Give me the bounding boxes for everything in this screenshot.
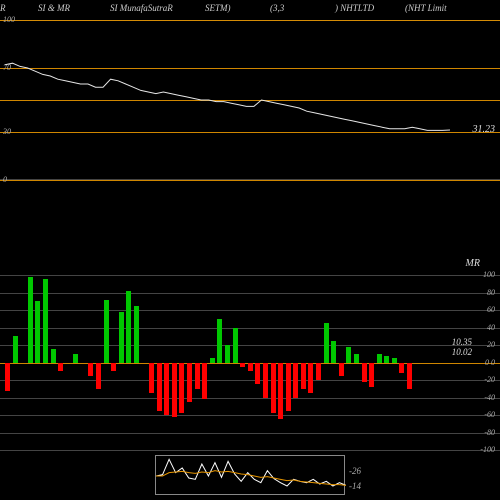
mr-bar — [96, 363, 101, 389]
axis-tick-label: -60 — [484, 410, 495, 419]
axis-tick-label: 80 — [487, 288, 495, 297]
mr-value-label: 10.35 — [452, 337, 472, 347]
gridline — [0, 180, 500, 181]
mini-label: -26 — [349, 466, 361, 476]
mr-bar — [164, 363, 169, 416]
gridline — [0, 398, 500, 399]
mr-bar — [377, 354, 382, 363]
header-item: (3,3 — [270, 3, 284, 13]
mr-bar — [35, 301, 40, 362]
mr-bar — [331, 341, 336, 363]
mr-bar — [119, 312, 124, 363]
mr-bar — [172, 363, 177, 417]
mr-bar — [240, 363, 245, 367]
mr-bar — [149, 363, 154, 394]
mr-bar — [28, 277, 33, 363]
mr-bar — [293, 363, 298, 398]
mr-bar — [88, 363, 93, 376]
mr-bar — [346, 347, 351, 363]
rsi-current-value: 31.23 — [473, 124, 496, 135]
mr-bar — [248, 363, 253, 372]
mr-bar — [384, 356, 389, 363]
gridline — [0, 328, 500, 329]
header-item: ) NHTLTD — [335, 3, 374, 13]
mr-bar — [210, 358, 215, 362]
mr-bar — [225, 345, 230, 363]
mr-bar — [157, 363, 162, 411]
mr-value-label: 10.02 — [452, 347, 472, 357]
gridline — [0, 450, 500, 451]
header-item: (NHT Limit — [405, 3, 447, 13]
mr-bar — [369, 363, 374, 388]
mini-oscillator: -26-14 — [155, 455, 345, 495]
axis-tick-label: 60 — [487, 305, 495, 314]
gridline — [0, 415, 500, 416]
mr-bar — [5, 363, 10, 391]
mr-bar — [134, 306, 139, 363]
mr-bar — [217, 319, 222, 363]
mr-label: MR — [466, 258, 480, 269]
mr-bar — [255, 363, 260, 385]
mr-bar — [362, 363, 367, 382]
mr-bar — [278, 363, 283, 420]
mr-bar — [43, 279, 48, 362]
mr-bar — [316, 363, 321, 381]
mini-label: -14 — [349, 481, 361, 491]
mr-bar — [51, 349, 56, 362]
gridline — [0, 275, 500, 276]
mr-bar — [202, 363, 207, 400]
axis-tick-label: 20 — [487, 340, 495, 349]
mr-bar — [233, 328, 238, 363]
axis-tick-label: 100 — [483, 270, 495, 279]
rsi-line-chart: 1007030031.23 — [0, 20, 500, 180]
header-item: R — [0, 3, 6, 13]
mr-bar — [392, 358, 397, 362]
axis-tick-label: -100 — [480, 445, 495, 454]
axis-tick-label: -80 — [484, 428, 495, 437]
mr-bar — [271, 363, 276, 414]
mr-bar — [286, 363, 291, 411]
mr-bar-chart: 100806040200 0-20-40-60-80-10010.3510.02 — [0, 275, 500, 450]
mr-bar — [58, 363, 63, 372]
mr-bar — [308, 363, 313, 394]
mr-bar — [399, 363, 404, 374]
mr-bar — [179, 363, 184, 414]
mr-bar — [407, 363, 412, 389]
gridline — [0, 345, 500, 346]
mr-bar — [354, 354, 359, 363]
axis-tick-label: 40 — [487, 323, 495, 332]
axis-tick-label: -40 — [484, 393, 495, 402]
mr-bar — [126, 291, 131, 363]
mr-bar — [104, 300, 109, 363]
mr-bar — [13, 336, 18, 362]
header-item: SETM) — [205, 3, 231, 13]
mr-bar — [263, 363, 268, 398]
header-item: SI MunafaSutraR — [110, 3, 173, 13]
mr-bar — [324, 323, 329, 362]
mr-bar — [111, 363, 116, 372]
mr-bar — [73, 354, 78, 363]
gridline — [0, 380, 500, 381]
mr-bar — [187, 363, 192, 402]
gridline — [0, 310, 500, 311]
axis-tick-label: 0 0 — [485, 358, 495, 367]
header-labels: R SI & MR SI MunafaSutraR SETM) (3,3 ) NHTLTD… — [0, 3, 500, 17]
gridline — [0, 293, 500, 294]
header-item: SI & MR — [38, 3, 70, 13]
mr-bar — [195, 363, 200, 389]
gridline — [0, 433, 500, 434]
axis-tick-label: -20 — [484, 375, 495, 384]
mr-bar — [301, 363, 306, 389]
mr-bar — [339, 363, 344, 376]
